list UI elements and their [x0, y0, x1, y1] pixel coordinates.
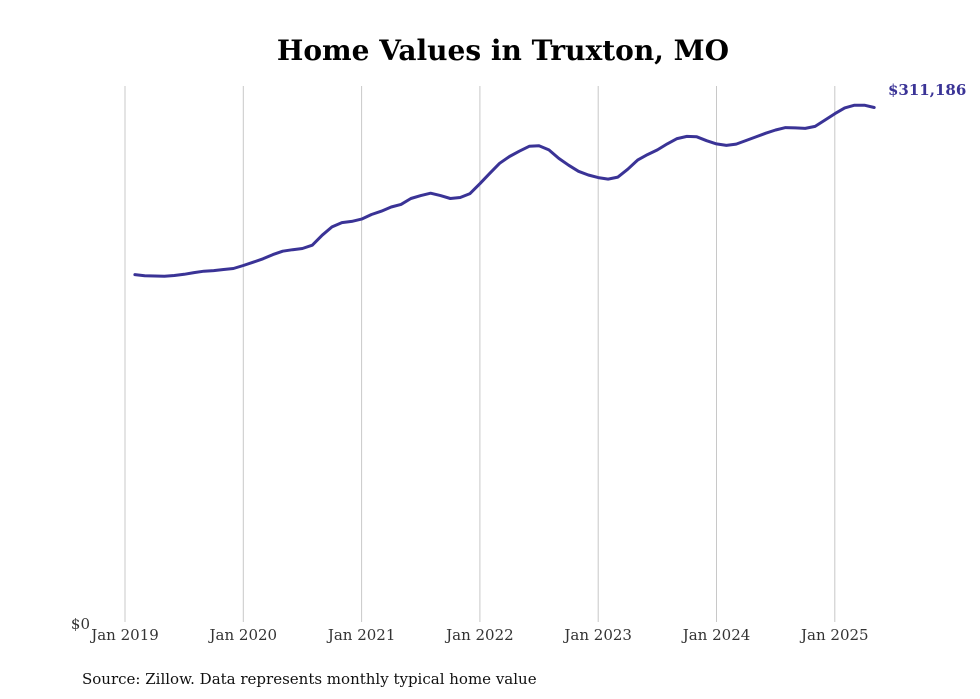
x-tick-label: Jan 2024: [681, 626, 751, 644]
y-axis-zero-label: $0: [71, 615, 90, 633]
x-tick-label: Jan 2023: [562, 626, 632, 644]
x-tick-label: Jan 2021: [326, 626, 396, 644]
chart-title: Home Values in Truxton, MO: [277, 34, 729, 67]
end-value-label: $311,186: [888, 81, 966, 99]
source-note: Source: Zillow. Data represents monthly …: [82, 670, 537, 688]
x-tick-label: Jan 2019: [89, 626, 159, 644]
series-line: [133, 103, 876, 278]
x-tick-label: Jan 2022: [444, 626, 514, 644]
x-tick-label: Jan 2025: [799, 626, 869, 644]
x-axis-ticks: Jan 2019 Jan 2020 Jan 2021 Jan 2022 Jan 2023…: [89, 626, 868, 644]
x-tick-label: Jan 2020: [208, 626, 278, 644]
gridlines: [124, 86, 836, 622]
